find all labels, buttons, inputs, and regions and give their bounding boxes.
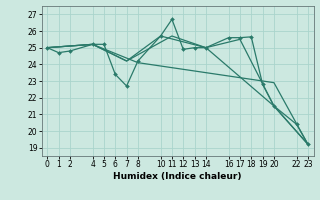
X-axis label: Humidex (Indice chaleur): Humidex (Indice chaleur) <box>113 172 242 181</box>
